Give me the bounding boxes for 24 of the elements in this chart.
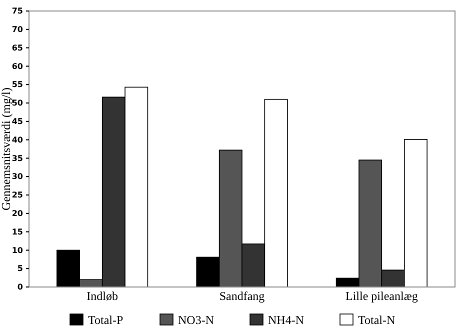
y-tick-label: 65 (12, 43, 24, 52)
y-tick-label: 45 (12, 116, 24, 126)
x-tick-label: Lille pileanlæg (346, 289, 418, 303)
legend-label: NO3-N (178, 313, 214, 327)
y-tick-label: 60 (12, 62, 24, 71)
x-tick-label: Indløb (86, 289, 118, 303)
y-tick-label: 50 (12, 98, 24, 108)
y-tick-label: 5 (17, 264, 24, 274)
x-tick-label: Sandfang (219, 289, 265, 303)
y-tick-label: 15 (12, 227, 24, 236)
y-tick-label: 40 (12, 135, 24, 144)
legend-label: Total-P (88, 313, 124, 327)
legend-label: Total-N (358, 313, 396, 327)
y-tick-label: 70 (12, 24, 24, 34)
y-tick-label: 20 (12, 208, 24, 218)
y-tick-label: 25 (12, 190, 24, 200)
legend-label: NH4-N (268, 313, 304, 327)
y-tick-label: 75 (12, 6, 24, 16)
y-tick-label: 30 (12, 172, 24, 182)
y-tick-label: 35 (12, 154, 24, 163)
y-tick-label: 10 (12, 246, 24, 255)
y-axis-title: Gennemsnitsværdi (mg/l) (0, 88, 13, 210)
y-tick-label: 55 (12, 80, 24, 90)
y-tick-label: 0 (17, 282, 24, 292)
